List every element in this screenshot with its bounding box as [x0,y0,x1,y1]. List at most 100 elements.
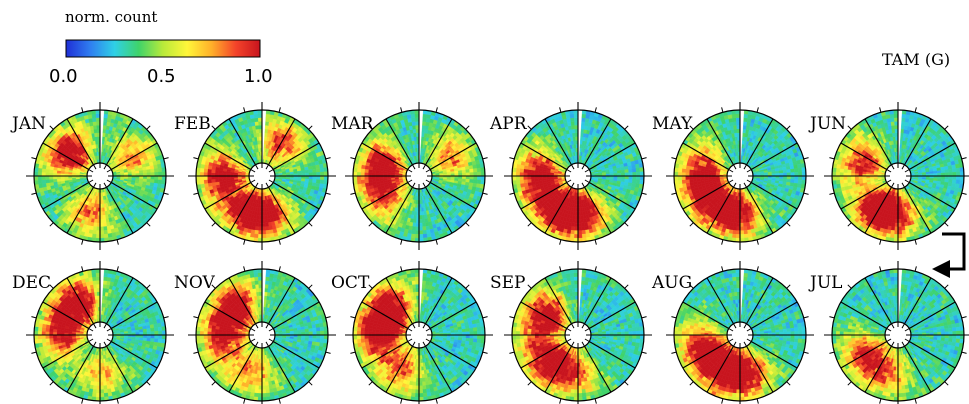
outer-tick [325,157,331,160]
heatmap-cell [572,136,576,141]
heatmap-cell [253,233,259,239]
heatmap-cell [93,125,98,130]
heatmap-cell [91,113,97,119]
outer-tick [211,222,216,227]
heatmap-cell [37,175,42,181]
outer-tick [211,125,216,130]
outer-tick [163,192,169,195]
heatmap-cell [257,234,263,239]
heatmap-cell [580,218,585,224]
heatmap-cell [256,136,260,141]
heatmap-cell [375,178,381,182]
heatmap-cell [153,168,159,173]
heatmap-cell [257,113,263,118]
heatmap-cell [476,167,482,173]
heatmap-cell [157,167,163,173]
heatmap-cell [146,169,151,174]
panel-apr: APR [489,102,652,250]
heatmap-cell [265,113,271,119]
outer-tick [435,107,438,113]
heatmap-cell [473,171,478,177]
heatmap-cell [265,233,271,239]
heatmap-cell [49,178,54,183]
heatmap-cell [203,179,209,184]
outer-tick [465,222,470,227]
heatmap-cell [218,178,224,182]
heatmap-cell [261,234,267,239]
heatmap-cell [457,170,463,174]
heatmap-cell [158,175,163,181]
heatmap-cell [613,170,618,174]
month-label: JAN [10,114,46,134]
outer-tick [49,222,54,227]
heatmap-cell [580,214,584,220]
outer-tick [163,157,169,160]
heatmap-cell [320,171,325,177]
outer-tick [400,107,403,113]
outer-tick [116,107,119,113]
colorbar-title: norm. count [65,8,157,26]
heatmap-cell [360,175,365,181]
heatmap-cell [37,167,43,173]
heatmap-cell [418,234,424,239]
outer-tick [31,192,37,195]
heatmap-cell [356,179,362,185]
panel-mar: MAR [331,102,493,250]
heatmap-cell [95,117,101,122]
heatmap-cell [93,128,98,134]
outer-tick [350,192,356,195]
outer-tick [31,157,37,160]
heatmap-cell [624,169,629,174]
heatmap-cell [477,171,482,177]
heatmap-cell [56,178,62,182]
heatmap-cell [316,175,321,181]
heatmap-cell [360,179,366,184]
heatmap-cell [222,178,227,182]
heatmap-cell [315,168,321,173]
heatmap-cell [620,169,626,174]
heatmap-cell [211,178,216,183]
month-label: MAR [331,114,375,134]
outer-tick [193,192,199,195]
heatmap-cell [461,169,467,174]
outer-tick [81,107,84,113]
heatmap-cell [37,179,43,185]
heatmap-cell [94,132,98,138]
heatmap-cell [203,171,208,177]
heatmap-cell [41,168,47,173]
heatmap-cell [538,178,543,182]
heatmap-cell [257,230,263,235]
heatmap-cell [414,113,420,118]
heatmap-cell [41,179,47,184]
heatmap-cell [264,222,269,227]
heatmap-cell [60,178,65,182]
heatmap-cell [530,178,536,183]
heatmap-cell [418,230,424,235]
heatmap-cell [102,218,107,224]
heatmap-cell [320,175,325,181]
heatmap-cell [154,175,159,181]
heatmap-cell [304,169,310,174]
outer-tick [243,239,246,245]
heatmap-cell [103,226,108,231]
heatmap-cell [157,179,163,185]
heatmap-cell [103,117,108,123]
heatmap-cell [580,211,584,216]
outer-tick [325,192,331,195]
heatmap-cell [421,211,425,216]
heatmap-cell [473,175,478,181]
heatmap-cell [265,226,270,231]
outer-tick [49,125,54,130]
heatmap-cell [257,117,263,122]
heatmap-cell [45,179,50,184]
heatmap-cell [411,229,416,235]
colorbar-tick-mid: 0.5 [147,66,176,87]
heatmap-cell [534,178,540,182]
heatmap-cell [199,179,205,185]
heatmap-cell [199,171,204,177]
heatmap-cell [203,168,209,173]
heatmap-cell [356,167,362,173]
heatmap-cell [360,168,366,173]
heatmap-cell [92,121,97,126]
